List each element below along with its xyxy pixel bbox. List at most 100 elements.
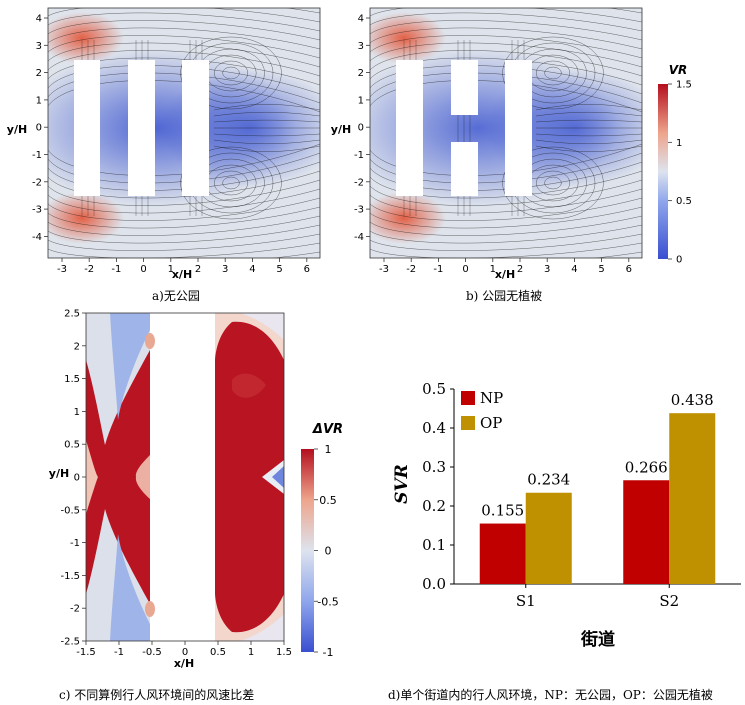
panel-b-xtick-label: 1 — [490, 264, 496, 275]
bar-legend: NP OP — [461, 389, 503, 432]
panel-a-streamline — [48, 215, 320, 236]
panel-b-streamline — [535, 111, 642, 117]
panel-a-xtick-label: 5 — [276, 264, 282, 275]
bar-ytick-label: 0.3 — [422, 458, 446, 476]
panel-b-streamline — [535, 119, 642, 123]
panel-b-streamline — [535, 139, 642, 145]
panel-a-ytick-label: -4 — [32, 232, 42, 243]
panel-a-vortex-line — [213, 60, 249, 86]
panel-b-xtick-label: -2 — [406, 264, 416, 275]
panel-b-vortex-line — [535, 170, 571, 196]
panel-b-ytick-label: 2 — [358, 68, 364, 79]
panel-c-axes: -1.5 -1 -0.5 0 0.5 1 1.5 2.5 2 1.5 1 0.5 0 -0.5 -1 -1.5… — [60, 309, 291, 659]
panel-b-streamline — [370, 57, 642, 86]
building-1-b — [396, 60, 423, 196]
panel-b-ytick-label: -3 — [354, 205, 364, 216]
dvr-colorbar-tick-label: 0 — [325, 545, 332, 558]
panel-c-ytick-label: 2.5 — [64, 309, 80, 320]
panel-b-streamline — [370, 50, 642, 77]
panel-c-ytick-label: 1.5 — [64, 374, 80, 385]
caption-a: a)无公园 — [152, 289, 200, 303]
panel-a-streamline — [48, 206, 320, 229]
panel-c-ytick-label: -0.5 — [60, 505, 80, 516]
panel-c-ytick-label: -1 — [70, 538, 80, 549]
vr-colorbar-tick-label: 0 — [676, 255, 682, 266]
vr-colorbar-tick-label: 1.5 — [676, 80, 692, 91]
panel-d: 0.00.10.20.30.40.5S1 S2 0.1550.2340.2660.… — [392, 380, 741, 650]
panel-b-streamline — [535, 104, 642, 111]
panel-c-xtick-label: 0 — [182, 647, 188, 658]
bar-op-s2 — [669, 413, 716, 584]
panel-c-ytick-label: 1 — [74, 407, 80, 418]
panel-a-streamline — [213, 145, 320, 152]
panel-a-vortex-line — [180, 36, 282, 110]
panel-b-ytick-label: 0 — [358, 123, 364, 134]
panel-b-ylabel: y/H — [331, 123, 351, 136]
panel-b-streamline — [370, 170, 642, 199]
panel-a-xtick-label: -2 — [84, 264, 94, 275]
panel-a-streamline — [213, 104, 320, 111]
panel-b-ytick-label: -2 — [354, 177, 364, 188]
panel-c-xtick-label: 0.5 — [210, 647, 226, 658]
panel-b-xtick-label: 3 — [544, 264, 550, 275]
bar-value-label: 0.438 — [671, 391, 714, 409]
panel-a-streamline — [48, 170, 320, 199]
bar-op-s1 — [525, 492, 572, 584]
panel-a-ytick-label: 1 — [36, 95, 42, 106]
bar-xtick-label: S2 — [659, 592, 679, 610]
panel-c-ytick-label: 2 — [74, 341, 80, 352]
panel-b-streamline — [370, 224, 642, 244]
caption-b: b) 公园无植被 — [466, 289, 543, 303]
panel-b-vortex-line — [544, 66, 562, 80]
panel-a-ytick-label: 0 — [36, 123, 42, 134]
panel-a-xtick-label: 2 — [195, 264, 201, 275]
panel-c-ytick-label: -2 — [70, 604, 80, 615]
panel-a-frame — [47, 7, 321, 259]
panel-a-streamline — [48, 50, 320, 77]
panel-c-ytick-label: 0.5 — [64, 440, 80, 451]
panel-a-xtick-label: 4 — [249, 264, 255, 275]
panel-a-streamline — [48, 35, 320, 59]
panel-b-xtick-label: 6 — [626, 264, 632, 275]
panel-c-xlabel: x/H — [174, 657, 194, 670]
park-block-top — [451, 60, 478, 115]
vr-colorbar: VR 1.5 1 0.5 0 — [658, 63, 692, 266]
building-3-b — [505, 60, 532, 196]
panel-a-xtick-label: -1 — [111, 264, 121, 275]
bar-value-label: 0.234 — [527, 471, 570, 489]
bar-value-label: 0.155 — [481, 502, 524, 520]
panel-a-xtick-label: 0 — [140, 264, 146, 275]
panel-a-streamline — [48, 0, 320, 4]
building-1 — [74, 60, 100, 196]
vr-colorbar-title: VR — [669, 63, 688, 77]
panel-a-vortex-line — [222, 66, 240, 80]
dvr-colorbar-ramp — [301, 449, 314, 652]
dvr-colorbar-tick-label: 0.5 — [319, 494, 337, 507]
panel-b-xtick-label: 5 — [598, 264, 604, 275]
dvr-colorbar-tick-label: -1 — [323, 646, 334, 659]
panel-a-streamline — [213, 133, 320, 137]
panel-a-ytick-label: -3 — [32, 205, 42, 216]
vr-colorbar-tick-label: 0.5 — [676, 196, 692, 207]
bar-xlabel: 街道 — [580, 629, 615, 650]
panel-b-vortex-line — [502, 146, 604, 220]
bar-ytick-label: 0.1 — [422, 536, 446, 554]
park-block-bottom — [451, 142, 478, 196]
panel-a-xtick-label: -3 — [57, 264, 67, 275]
panel-b-xtick-label: 2 — [517, 264, 523, 275]
panel-a-streamline — [213, 119, 320, 123]
dvr-colorbar-tick-label: 1 — [325, 443, 332, 456]
bar-axes: 0.0 0.1 0.2 0.3 0.4 0.5 S1 S2 — [422, 380, 741, 610]
panel-a-ytick-label: -2 — [32, 177, 42, 188]
panel-b-streamline — [370, 8, 642, 23]
panel-b-streamline — [370, 12, 642, 32]
panel-c-xtick-label: 1.5 — [276, 647, 292, 658]
panel-a-streamline — [213, 111, 320, 117]
panel-b-streamline — [370, 27, 642, 50]
panel-b: -3 -2 -1 0 1 2 3 4 5 6 4 3 2 1 0 -1 -2 -3 -4 x/H y/H — [331, 7, 643, 281]
panel-a-streamline — [48, 57, 320, 86]
legend-label-op: OP — [480, 414, 502, 432]
panel-c: -1.5 -1 -0.5 0 0.5 1 1.5 2.5 2 1.5 1 0.5 0 -0.5 -1 -1.5… — [49, 309, 292, 671]
panel-b-streamline — [370, 197, 642, 221]
